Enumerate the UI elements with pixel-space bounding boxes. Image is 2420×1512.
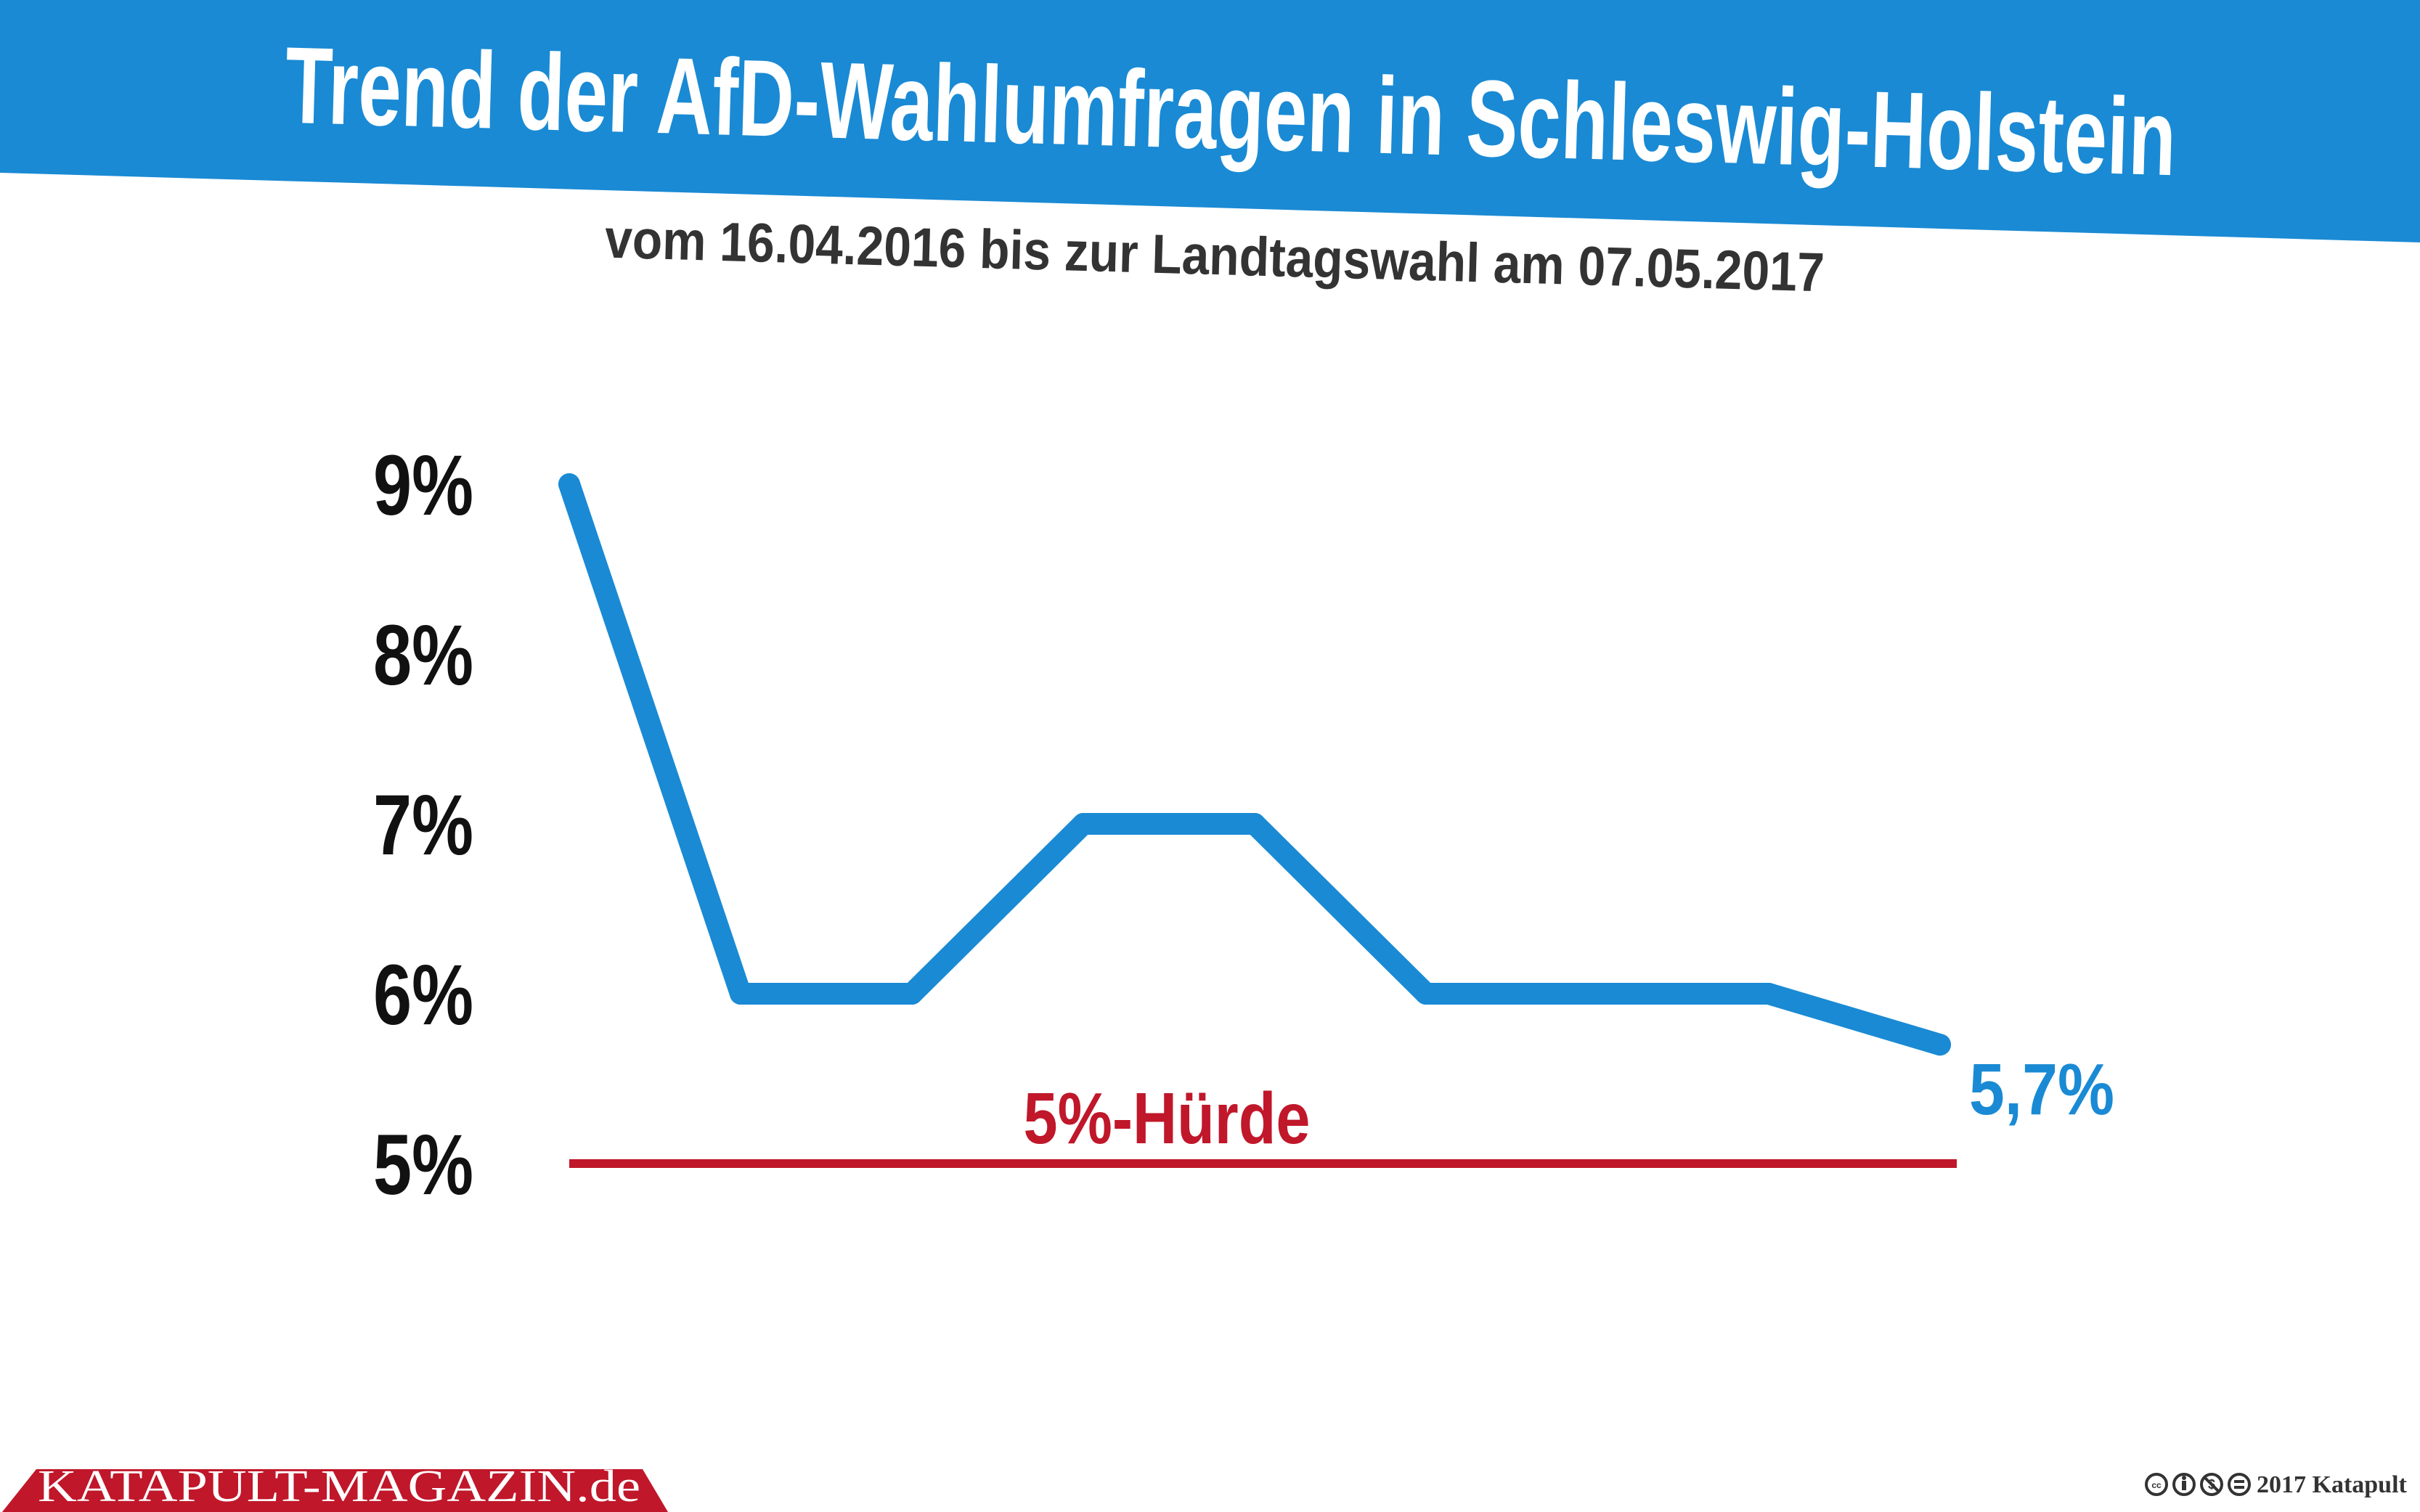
nc-icon: $ xyxy=(2200,1473,2223,1496)
copyright-text: 2017 Katapult xyxy=(2257,1471,2408,1498)
nd-icon xyxy=(2228,1473,2251,1496)
by-icon xyxy=(2172,1473,2196,1496)
svg-text:cc: cc xyxy=(2151,1480,2162,1490)
brand-link[interactable]: KATAPULT-MAGAZIN.de xyxy=(38,1462,640,1511)
y-tick-label: 6% xyxy=(373,947,473,1043)
data-point xyxy=(1929,1034,1951,1056)
data-point xyxy=(901,983,923,1005)
y-tick-label: 9% xyxy=(373,438,473,534)
cc-icon: cc xyxy=(2145,1473,2168,1496)
svg-text:$: $ xyxy=(2208,1477,2215,1492)
data-point xyxy=(1072,813,1094,835)
series-line-afd xyxy=(558,473,1951,1056)
data-point xyxy=(1586,983,1608,1005)
data-point xyxy=(1415,983,1437,1005)
y-axis: 9% 8% 7% 6% 5% xyxy=(373,438,473,1213)
y-tick-label: 8% xyxy=(373,608,473,703)
brand-banner xyxy=(2,1469,668,1512)
data-point xyxy=(558,473,580,495)
threshold-label: 5%-Hürde xyxy=(1024,1078,1311,1159)
y-tick-label: 7% xyxy=(373,777,473,873)
end-value-label: 5,7% xyxy=(1969,1049,2114,1130)
data-point xyxy=(1758,983,1780,1005)
data-point xyxy=(1244,813,1266,835)
title-banner xyxy=(0,0,2420,242)
data-points xyxy=(558,473,1951,1056)
license-icons: cc $ xyxy=(2145,1473,2251,1496)
y-tick-label: 5% xyxy=(373,1117,473,1213)
data-point xyxy=(730,983,751,1005)
chart-subtitle: vom 16.04.2016 bis zur Landtagswahl am 0… xyxy=(604,208,1825,304)
